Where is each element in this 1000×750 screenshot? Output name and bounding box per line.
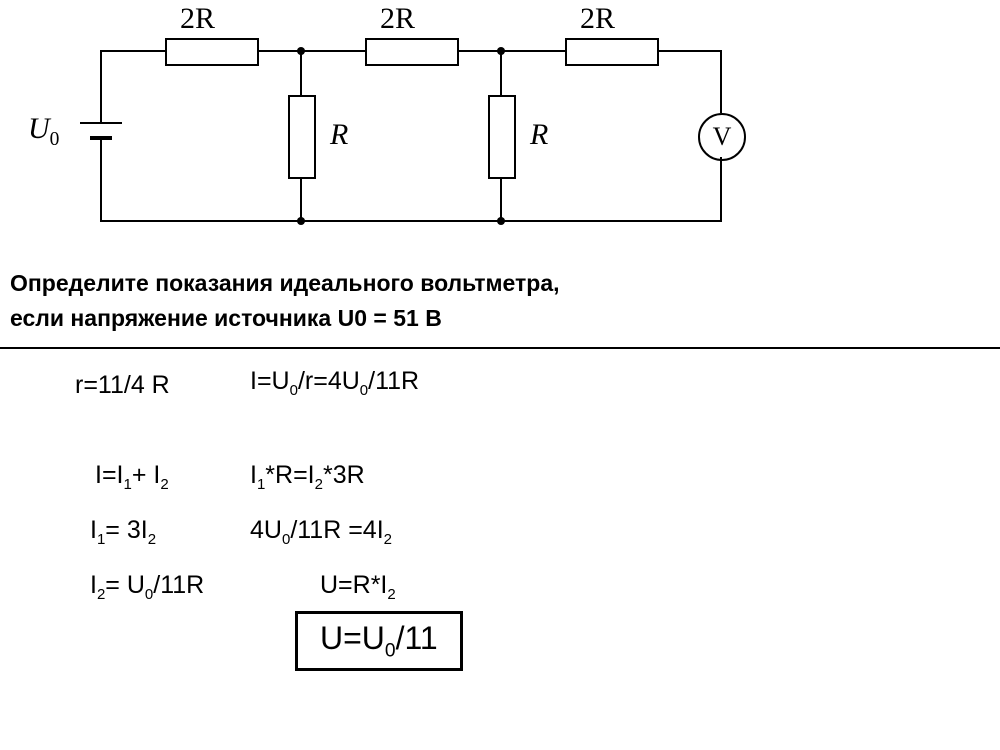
eq3: I=I1+ I2 [95,461,169,493]
wire [500,50,502,95]
wire [100,50,165,52]
resistor-r1 [165,38,259,66]
circuit-diagram: 2R 2R 2R U0 V R R [20,0,780,260]
source-text: U0 [28,112,59,145]
wire [659,50,722,52]
resistor-r3 [565,38,659,66]
page: 2R 2R 2R U0 V R R [0,0,1000,750]
eq6: 4U0/11R =4I2 [250,516,392,548]
wire [100,140,102,222]
voltmeter-label: V [713,122,732,152]
eq4: I1*R=I2*3R [250,461,365,493]
question-text: Определите показания идеального вольтмет… [10,266,990,335]
label-r1: 2R [180,2,215,36]
wire [259,50,365,52]
eq2: I=U0/r=4U0/11R [250,367,419,399]
resistor-r5 [488,95,516,179]
wire [100,220,722,222]
solution-area: r=11/4 R I=U0/r=4U0/11R I=I1+ I2 I1*R=I2… [0,361,1000,721]
label-r5: R [530,118,548,152]
wire [720,157,722,222]
wire [459,50,565,52]
wire [500,179,502,222]
resistor-r4 [288,95,316,179]
node-dot [497,217,505,225]
eq8: U=R*I2 [320,571,396,603]
label-source: U0 [28,112,59,151]
eq7: I2= U0/11R [90,571,204,603]
question-line1: Определите показания идеального вольтмет… [10,266,990,301]
question-line2: если напряжение источника U0 = 51 В [10,301,990,336]
wire [100,50,102,122]
label-r2: 2R [380,2,415,36]
label-r3: 2R [580,2,615,36]
wire [300,179,302,222]
eq5: I1= 3I2 [90,516,156,548]
resistor-r2 [365,38,459,66]
voltmeter-icon: V [698,113,746,161]
node-dot [297,217,305,225]
wire [720,50,722,113]
label-r4: R [330,118,348,152]
node-dot [497,47,505,55]
divider [0,347,1000,349]
wire [300,50,302,95]
eq1: r=11/4 R [75,371,170,400]
node-dot [297,47,305,55]
answer-box: U=U0/11 [295,611,463,671]
